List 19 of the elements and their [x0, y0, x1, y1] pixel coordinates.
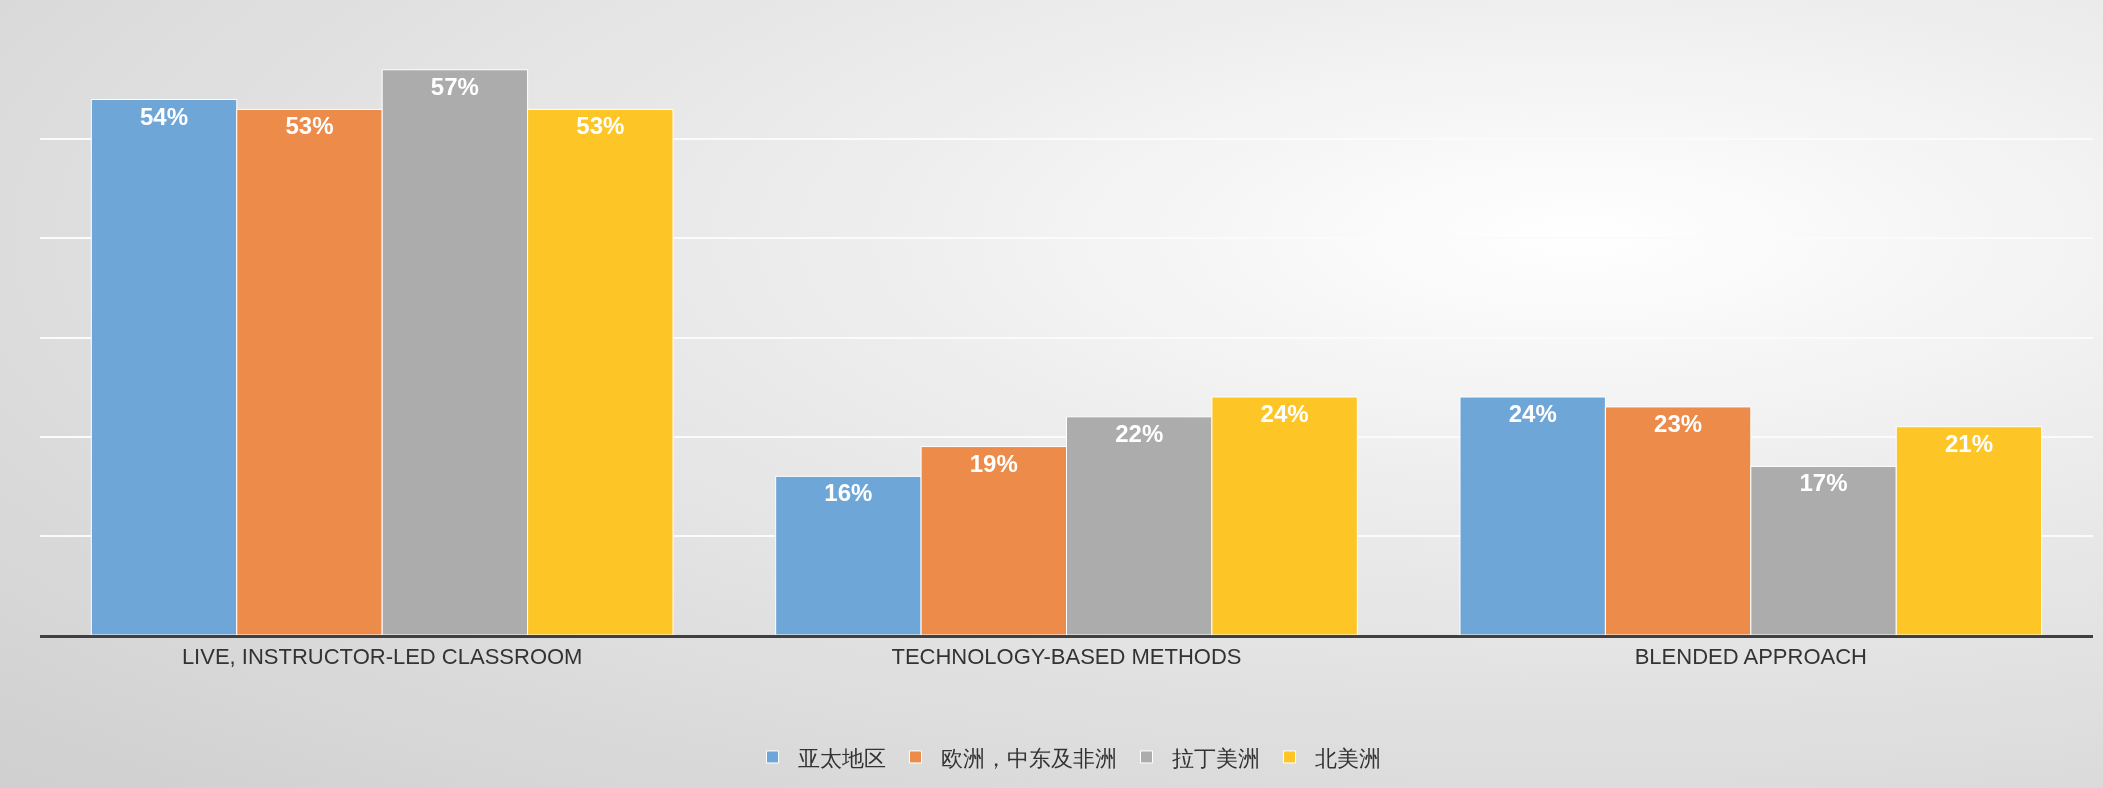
data-label: 24% [1260, 400, 1309, 427]
x-tick-label: TECHNOLOGY-BASED METHODS [891, 644, 1242, 670]
data-label: 22% [1115, 419, 1164, 447]
data-label: 23% [1654, 409, 1703, 437]
data-label: 53% [576, 112, 625, 140]
data-label: 54% [140, 102, 189, 130]
data-label: 21% [1944, 429, 1993, 457]
x-tick-label: LIVE, INSTRUCTOR-LED CLASSROOM [181, 644, 583, 670]
data-label: 24% [1508, 400, 1557, 427]
data-label: 19% [969, 449, 1018, 477]
legend-label: 拉丁美洲 [1171, 745, 1260, 771]
data-label: 57% [430, 72, 479, 100]
legend-label: 北美洲 [1314, 745, 1381, 771]
data-label: 16% [824, 479, 873, 507]
data-label: 17% [1799, 469, 1848, 497]
x-tick-label: BLENDED APPROACH [1634, 644, 1867, 670]
legend-label: 欧洲，中东及非洲 [940, 745, 1117, 771]
data-label: 53% [285, 112, 334, 140]
legend-label: 亚太地区 [797, 745, 886, 771]
